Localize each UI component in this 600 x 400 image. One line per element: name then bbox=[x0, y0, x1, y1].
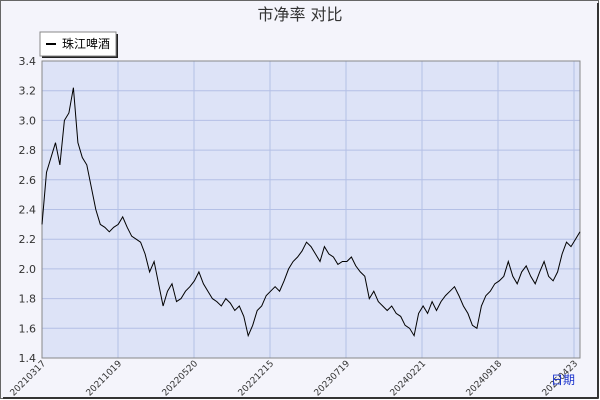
y-tick-label: 2.8 bbox=[19, 144, 37, 157]
legend-label: 珠江啤酒 bbox=[62, 36, 110, 51]
y-tick-label: 2.2 bbox=[19, 233, 37, 246]
y-tick-label: 2.4 bbox=[19, 204, 37, 217]
line-series bbox=[41, 87, 581, 338]
y-tick-label: 2.6 bbox=[19, 174, 37, 187]
legend: 珠江啤酒 bbox=[39, 31, 118, 58]
y-tick-label: 3.0 bbox=[19, 114, 37, 127]
x-axis-label: 日期 bbox=[551, 373, 575, 387]
chart-title: 市净率 对比 bbox=[257, 5, 342, 24]
plot-border bbox=[41, 60, 581, 359]
y-tick-label: 3.4 bbox=[19, 55, 37, 68]
y-tick-label: 1.4 bbox=[19, 352, 37, 365]
y-tick-label: 3.2 bbox=[19, 85, 37, 98]
y-tick-label: 2.0 bbox=[19, 263, 37, 276]
y-tick-label: 1.8 bbox=[19, 293, 37, 306]
y-tick-label: 1.6 bbox=[19, 322, 37, 335]
